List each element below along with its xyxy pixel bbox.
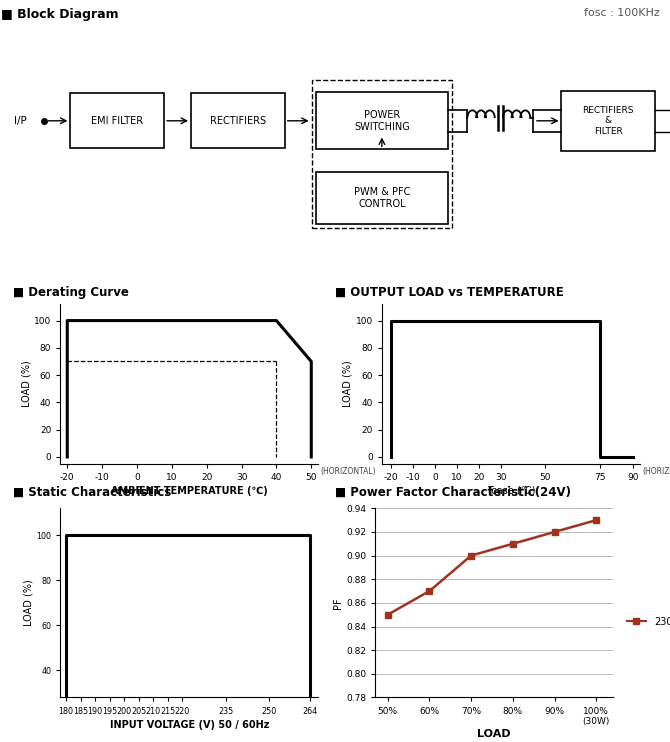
X-axis label: INPUT VOLTAGE (V) 50 / 60Hz: INPUT VOLTAGE (V) 50 / 60Hz: [110, 720, 269, 729]
Bar: [561, 91, 655, 151]
Y-axis label: LOAD (%): LOAD (%): [21, 361, 31, 407]
Text: fosc : 100KHz: fosc : 100KHz: [584, 8, 660, 19]
Bar: [191, 93, 285, 148]
Bar: [316, 172, 448, 224]
Y-axis label: PF: PF: [333, 597, 343, 608]
Text: (HORIZONTAL): (HORIZONTAL): [321, 467, 377, 476]
Bar: [316, 92, 448, 149]
Text: PWM & PFC
CONTROL: PWM & PFC CONTROL: [354, 187, 410, 209]
Text: ■ Block Diagram: ■ Block Diagram: [1, 8, 119, 22]
Text: POWER
SWITCHING: POWER SWITCHING: [354, 110, 410, 131]
Y-axis label: LOAD (%): LOAD (%): [343, 361, 353, 407]
Text: ■ OUTPUT LOAD vs TEMPERATURE: ■ OUTPUT LOAD vs TEMPERATURE: [335, 286, 563, 299]
Text: RECTIFIERS: RECTIFIERS: [210, 116, 266, 126]
Y-axis label: LOAD (%): LOAD (%): [23, 580, 34, 626]
Bar: [312, 79, 452, 228]
Legend: 230V: 230V: [622, 613, 670, 631]
Text: I/P: I/P: [13, 116, 27, 126]
Text: RECTIFIERS
&
FILTER: RECTIFIERS & FILTER: [583, 106, 634, 136]
Text: (HORIZONTAL): (HORIZONTAL): [643, 467, 670, 476]
Bar: [70, 93, 164, 148]
X-axis label: AMBIENT TEMPERATURE (℃): AMBIENT TEMPERATURE (℃): [111, 486, 267, 496]
X-axis label: LOAD: LOAD: [477, 729, 511, 739]
Text: ■ Power Factor Characteristic(24V): ■ Power Factor Characteristic(24V): [335, 486, 571, 499]
Text: EMI FILTER: EMI FILTER: [91, 116, 143, 126]
Text: ■ Static Characteristics: ■ Static Characteristics: [13, 486, 172, 499]
Text: ■ Derating Curve: ■ Derating Curve: [13, 286, 129, 299]
X-axis label: Tcase (℃): Tcase (℃): [486, 486, 535, 496]
